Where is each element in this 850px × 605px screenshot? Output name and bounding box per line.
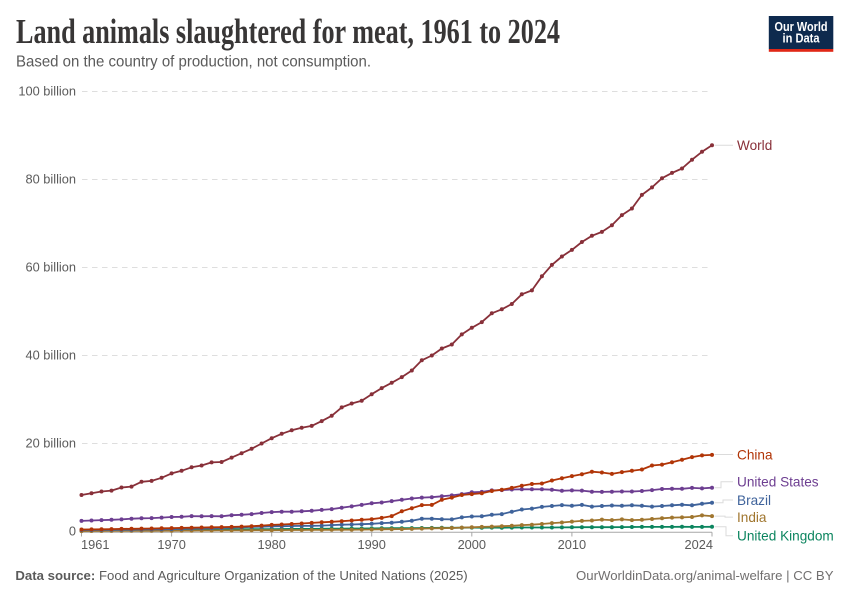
svg-text:Brazil: Brazil: [737, 493, 771, 508]
svg-text:China: China: [737, 447, 773, 462]
svg-text:in Data: in Data: [783, 31, 821, 46]
svg-text:1970: 1970: [157, 537, 185, 552]
svg-text:0: 0: [69, 524, 76, 539]
svg-text:2024: 2024: [685, 537, 713, 552]
svg-text:United Kingdom: United Kingdom: [737, 529, 834, 544]
svg-text:Data source: Food and Agricult: Data source: Food and Agriculture Organi…: [15, 568, 467, 583]
svg-text:80 billion: 80 billion: [25, 172, 76, 187]
svg-text:20 billion: 20 billion: [25, 436, 76, 451]
svg-text:100 billion: 100 billion: [18, 84, 76, 99]
svg-text:Land animals slaughtered for m: Land animals slaughtered for meat, 1961 …: [16, 13, 560, 51]
svg-text:2000: 2000: [458, 537, 486, 552]
svg-text:India: India: [737, 510, 767, 525]
svg-text:OurWorldinData.org/animal-welf: OurWorldinData.org/animal-welfare | CC B…: [576, 568, 834, 583]
svg-text:United States: United States: [737, 475, 819, 490]
svg-text:Based on the country of produc: Based on the country of production, not …: [16, 54, 371, 71]
svg-text:1990: 1990: [357, 537, 385, 552]
svg-text:2010: 2010: [558, 537, 586, 552]
svg-text:World: World: [737, 138, 772, 153]
svg-text:Our World: Our World: [775, 19, 828, 34]
svg-text:40 billion: 40 billion: [25, 348, 76, 363]
svg-text:60 billion: 60 billion: [25, 260, 76, 275]
svg-text:1980: 1980: [257, 537, 285, 552]
svg-text:1961: 1961: [81, 537, 109, 552]
